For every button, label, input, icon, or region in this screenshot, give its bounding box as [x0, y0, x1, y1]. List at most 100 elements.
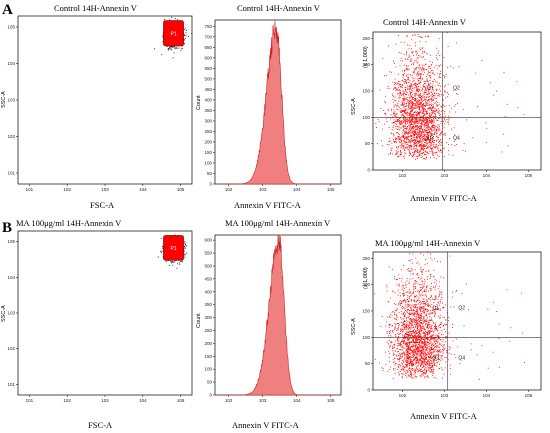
quadrant-plot-b-ylabel: SSC-A — [351, 318, 357, 335]
y-tick-label: 600 — [204, 55, 212, 60]
y-tick-label: 101 — [7, 171, 15, 176]
quadrant-plot-b-axes — [372, 251, 542, 391]
y-tick-label: 101 — [7, 382, 15, 387]
x-tick-label: 101 — [26, 187, 34, 192]
x-tick-label: 102 — [225, 398, 233, 403]
histogram-b: 102 103 104 105 0 50 100 150 200 250 300 350 400 450 5… — [204, 233, 343, 405]
y-tick-label: 300 — [204, 118, 212, 123]
quadrant-plot-b-title: MA 100μg/ml 14H-Annexin V — [375, 238, 481, 248]
y-tick-label: 50 — [365, 361, 371, 366]
x-tick-label: 103 — [101, 187, 109, 192]
dot-plot-b: 101 102 103 104 105 101 102 103 104 105 P1 — [7, 229, 194, 405]
x-tick-label: 104 — [139, 187, 147, 192]
y-tick-label: 100 — [362, 115, 370, 120]
quadrant-plot-a-events — [375, 32, 525, 160]
dot-plot-a-xlabel: FSC-A — [90, 200, 115, 210]
x-tick-label: 104 — [139, 398, 147, 403]
y-tick-label: 100 — [362, 335, 370, 340]
y-tick-label: 250 — [362, 36, 370, 41]
quadrant-plot-b-yunit: (x 1,000) — [363, 267, 369, 289]
x-tick-label: 103 — [259, 187, 267, 192]
quadrant-label-q3: Q3 — [432, 355, 439, 361]
y-tick-label: 103 — [7, 98, 15, 103]
y-tick-label: 102 — [7, 346, 15, 351]
y-tick-label: 200 — [204, 341, 212, 346]
x-tick-label: 103 — [101, 398, 109, 403]
quadrant-plot-a-axes — [372, 31, 542, 171]
dot-plot-a-title: Control 14H-Annexin V — [54, 3, 137, 13]
x-tick-label: 105 — [177, 187, 185, 192]
quadrant-plot-a: 102 103 104 105 0 50 100 150 200 250 Q1 Q2 Q3 Q4 — [362, 30, 543, 180]
y-tick-label: 105 — [7, 24, 15, 29]
x-tick-label: 104 — [483, 393, 491, 398]
y-tick-label: 750 — [204, 24, 212, 29]
x-tick-label: 105 — [525, 393, 533, 398]
histogram-b-xlabel: Annexin V FITC-A — [232, 420, 299, 430]
x-tick-label: 102 — [63, 187, 71, 192]
x-tick-label: 105 — [327, 187, 335, 192]
dot-plot-a-svg: 101 102 103 104 105 101 102 103 104 105 P1 — [7, 15, 193, 192]
y-tick-label: 150 — [204, 354, 212, 359]
y-tick-label: 500 — [204, 76, 212, 81]
y-tick-label: 150 — [204, 150, 212, 155]
y-tick-label: 700 — [204, 34, 212, 39]
y-tick-label: 150 — [362, 88, 370, 93]
x-tick-label: 105 — [327, 398, 335, 403]
x-tick-label: 102 — [399, 173, 407, 178]
y-tick-label: 104 — [7, 275, 15, 280]
histogram-a-ylabel: Count — [196, 95, 202, 110]
quadrant-plot-a-xlabel: Annexin V FITC-A — [410, 193, 477, 203]
histogram-b-ylabel: Count — [196, 313, 202, 328]
y-tick-label: 600 — [204, 238, 212, 243]
x-tick-label: 105 — [525, 173, 533, 178]
x-tick-label: 102 — [225, 187, 233, 192]
y-tick-label: 50 — [207, 171, 213, 176]
y-tick-label: 350 — [204, 108, 212, 113]
y-tick-label: 300 — [204, 315, 212, 320]
panel-letter-a: A — [2, 2, 13, 18]
dot-plot-a-ylabel: SSC-A — [1, 91, 7, 108]
quadrant-plot-b-xlabel: Annexin V FITC-A — [410, 411, 477, 421]
y-tick-label: 0 — [209, 393, 212, 398]
y-tick-label: 450 — [204, 276, 212, 281]
gate-p1 — [163, 20, 184, 47]
y-tick-label: 250 — [204, 129, 212, 134]
quadrant-plot-b: 102 103 104 105 0 50 100 150 200 250 Q1 Q2 Q3 Q4 — [362, 250, 543, 400]
gate-p1-label: P1 — [170, 246, 176, 252]
quadrant-plot-a-title: Control 14H-Annexin V — [383, 17, 466, 27]
x-tick-label: 104 — [293, 187, 301, 192]
y-tick-label: 450 — [204, 87, 212, 92]
quadrant-label-q3: Q3 — [427, 135, 434, 141]
y-tick-label: 100 — [204, 160, 212, 165]
y-tick-label: 103 — [7, 311, 15, 316]
y-tick-label: 50 — [365, 141, 371, 146]
histogram-a-xlabel: Annexin V FITC-A — [234, 200, 301, 210]
x-tick-label: 101 — [26, 398, 34, 403]
quadrant-label-q1: Q1 — [427, 85, 434, 91]
y-tick-label: 650 — [204, 45, 212, 50]
histogram-a-series — [215, 20, 341, 185]
y-tick-label: 50 — [207, 380, 213, 385]
quadrant-label-q4: Q4 — [458, 355, 465, 361]
histogram-a-svg: 102 103 104 105 0 50 100 150 200 250 300 350 400 450 5… — [204, 19, 342, 192]
y-tick-label: 102 — [7, 134, 15, 139]
quadrant-plot-b-events — [374, 252, 525, 380]
x-tick-label: 104 — [483, 173, 491, 178]
y-tick-label: 200 — [362, 282, 370, 287]
histogram-b-series — [215, 234, 341, 396]
gate-p1-label: P1 — [170, 31, 176, 37]
y-tick-label: 100 — [204, 367, 212, 372]
y-tick-label: 550 — [204, 66, 212, 71]
x-tick-label: 103 — [441, 393, 449, 398]
quadrant-label-q1: Q1 — [432, 305, 439, 311]
x-tick-label: 103 — [441, 173, 449, 178]
y-tick-label: 0 — [367, 388, 370, 393]
y-tick-label: 0 — [367, 168, 370, 173]
x-tick-label: 104 — [293, 398, 301, 403]
x-tick-label: 105 — [177, 398, 185, 403]
x-tick-label: 102 — [63, 398, 71, 403]
y-tick-label: 400 — [204, 289, 212, 294]
quadrant-plot-a-svg: 102 103 104 105 0 50 100 150 200 250 Q1 Q2 Q3 Q4 — [362, 31, 542, 178]
dot-plot-b-title: MA 100μg/ml 14H-Annexin V — [16, 218, 122, 228]
y-tick-label: 550 — [204, 251, 212, 256]
